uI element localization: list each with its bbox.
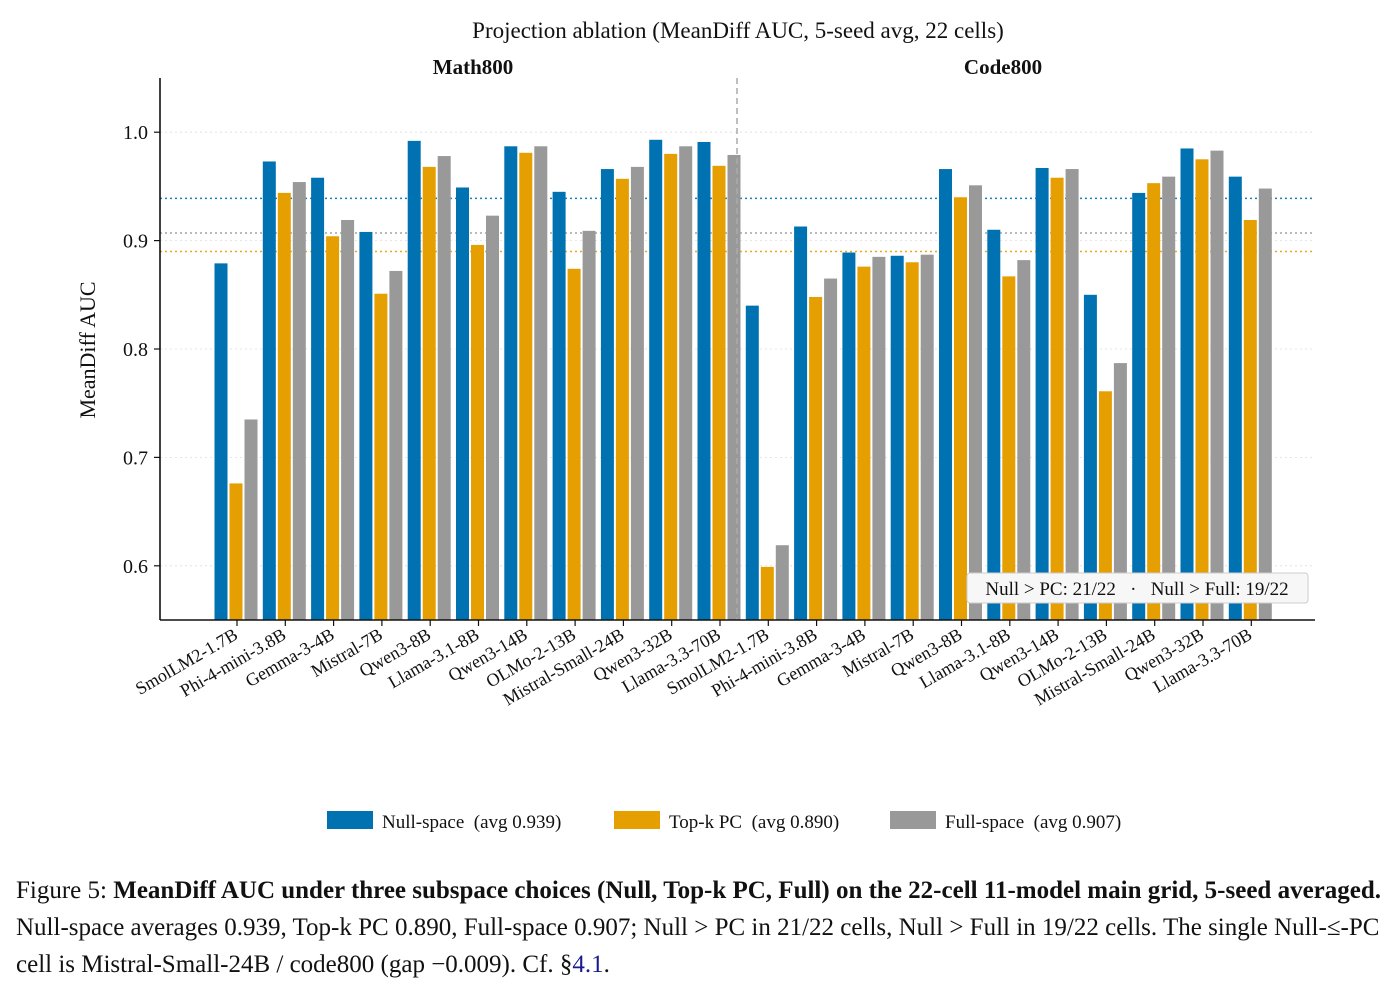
bar	[872, 256, 886, 620]
bar	[1180, 148, 1194, 620]
bar	[727, 154, 741, 621]
bar	[664, 153, 678, 620]
caption-bold: MeanDiff AUC under three subspace choice…	[113, 877, 1382, 904]
bar	[890, 255, 904, 620]
bar	[1113, 363, 1127, 620]
bar	[262, 161, 276, 620]
bar	[582, 230, 596, 620]
bar	[1243, 220, 1257, 620]
chart-title: Projection ablation (MeanDiff AUC, 5-see…	[472, 18, 1004, 43]
bar	[920, 254, 934, 620]
bar	[969, 185, 982, 621]
bar	[1002, 276, 1016, 620]
bar	[519, 152, 533, 620]
bar	[600, 169, 614, 620]
legend-label: Top-k PC (avg 0.890)	[669, 812, 839, 833]
bar	[567, 268, 581, 620]
bar	[775, 545, 789, 620]
bar	[1083, 294, 1097, 620]
bar	[456, 187, 469, 620]
bar	[1132, 192, 1146, 621]
bar	[615, 178, 629, 620]
bar	[857, 266, 871, 620]
y-tick-label: 0.7	[123, 447, 148, 469]
bar	[824, 278, 838, 620]
bar	[809, 296, 823, 620]
bar	[842, 252, 856, 621]
legend-swatch	[327, 811, 373, 829]
y-tick-label: 0.6	[123, 556, 148, 578]
bar	[794, 226, 808, 620]
bar	[630, 166, 644, 620]
caption-suffix: .	[603, 951, 610, 978]
bar	[341, 220, 355, 620]
legend-label: Null-space (avg 0.939)	[382, 812, 561, 833]
caption-body: Null-space averages 0.939, Top-k PC 0.89…	[16, 914, 1380, 978]
panel-label-code800: Code800	[964, 55, 1042, 79]
bar	[311, 177, 325, 620]
bar	[939, 169, 952, 620]
bar	[679, 146, 693, 621]
bar	[1098, 391, 1112, 620]
bar	[1017, 260, 1031, 620]
figure-caption: Figure 5: MeanDiff AUC under three subsp…	[16, 872, 1386, 983]
bar	[1195, 159, 1209, 621]
caption-prefix: Figure 5:	[16, 877, 114, 904]
cell-count-annotation: Null > PC: 21/22 · Null > Full: 19/22	[966, 572, 1309, 604]
bar	[389, 270, 403, 620]
bar	[1228, 176, 1242, 621]
y-tick-label: 1.0	[123, 122, 148, 144]
legend-swatch	[890, 811, 936, 829]
bar	[697, 141, 711, 620]
bar	[326, 236, 340, 620]
bar	[1258, 188, 1272, 620]
bar	[1162, 176, 1176, 621]
bar	[1035, 167, 1049, 621]
bar	[471, 244, 484, 620]
bar	[1147, 183, 1161, 620]
panel-label-math800: Math800	[433, 55, 514, 79]
bar	[552, 191, 566, 620]
bar	[437, 156, 451, 620]
bar	[504, 146, 518, 621]
y-tick-label: 0.9	[123, 231, 148, 253]
bar	[292, 182, 306, 620]
bar	[214, 263, 228, 620]
y-axis-label: MeanDiff AUC	[75, 281, 100, 418]
bar	[712, 165, 726, 620]
bar	[534, 146, 548, 621]
bar	[244, 419, 258, 620]
legend-swatch	[614, 811, 660, 829]
bar	[954, 197, 967, 621]
bar	[649, 139, 663, 620]
chart: Projection ablation (MeanDiff AUC, 5-see…	[75, 18, 1315, 833]
bar	[359, 231, 373, 621]
bar	[422, 166, 436, 620]
bar	[1065, 169, 1079, 620]
caption-section-link[interactable]: 4.1	[572, 951, 604, 978]
bar	[407, 140, 421, 620]
cell-count-annotation-text: Null > PC: 21/22 · Null > Full: 19/22	[985, 579, 1288, 600]
legend-label: Full-space (avg 0.907)	[945, 812, 1121, 833]
bars	[214, 139, 1272, 621]
bar	[486, 215, 499, 620]
bar	[1050, 177, 1064, 620]
bar	[1210, 150, 1224, 621]
bar	[905, 262, 919, 620]
bar	[987, 229, 1001, 620]
bar	[229, 483, 243, 620]
y-tick-label: 0.8	[123, 339, 148, 361]
bar	[760, 566, 774, 620]
bar	[277, 192, 291, 621]
bar	[374, 293, 388, 620]
bar	[745, 305, 759, 620]
legend: Null-space (avg 0.939) Top-k PC (avg 0.89…	[327, 811, 1121, 833]
